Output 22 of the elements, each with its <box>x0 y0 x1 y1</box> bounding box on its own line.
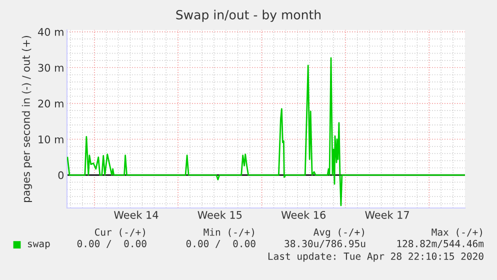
x-tick-label: Week 16 <box>281 210 326 219</box>
x-tick-label: Week 17 <box>365 210 409 219</box>
legend-label: swap <box>28 242 50 250</box>
text: 128.82m/544.46m <box>397 240 484 248</box>
x-tick-label: Week 14 <box>114 210 158 219</box>
text: Min (-/+) <box>204 228 254 237</box>
line-series <box>67 57 465 206</box>
text: 0.00 / 0.00 <box>186 240 256 248</box>
text: Cur (-/+) <box>94 228 145 237</box>
text: 38.30u/786.95u <box>284 240 366 248</box>
y-axis-title: pages per second in (-) / out (+) <box>22 36 32 202</box>
x-tick-label: Week 15 <box>198 210 242 219</box>
chart-title: Swap in/out - by month <box>176 10 321 22</box>
y-tick-label: 30 m <box>38 64 64 72</box>
y-tick-label: 20 m <box>38 100 64 108</box>
text: Last update: Tue Apr 28 22:10:15 2020 <box>268 252 484 262</box>
y-tick-label: 0 <box>58 171 64 180</box>
text: Avg (-/+) <box>314 228 364 238</box>
y-tick-label: 10 m <box>38 135 64 144</box>
text: Max (-/+) <box>432 228 482 237</box>
y-tick-label: 40 m <box>38 28 64 36</box>
text: 0.00 / 0.00 <box>77 240 146 248</box>
